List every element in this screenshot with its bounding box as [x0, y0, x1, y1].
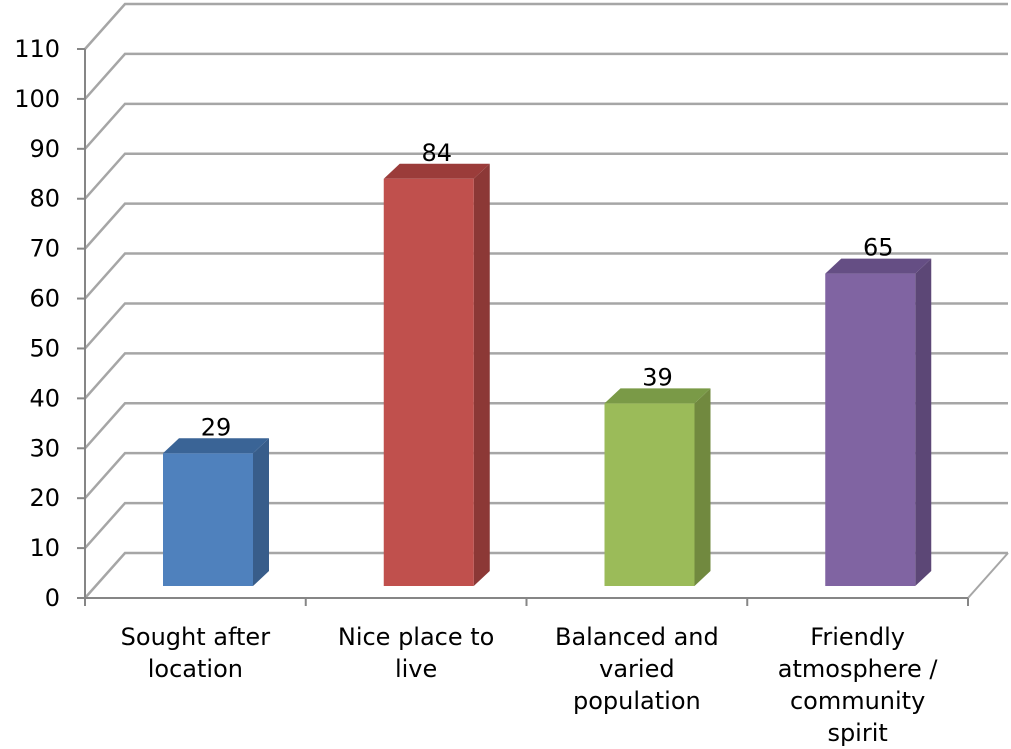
gridline [84, 2, 1008, 50]
gridline [84, 352, 1008, 400]
bar-top [825, 258, 932, 274]
data-label: 65 [863, 234, 894, 262]
gridline [84, 252, 1008, 300]
category-label: live [395, 655, 437, 683]
y-tick-label: 80 [29, 185, 60, 213]
bar [163, 438, 269, 586]
y-tick-label: 30 [29, 434, 60, 462]
gridline [84, 152, 1008, 200]
gridline [84, 402, 1008, 450]
category-label: population [573, 687, 701, 715]
floor-edge [967, 552, 1009, 599]
y-tick-label: 60 [29, 285, 60, 313]
y-tick-label: 70 [29, 235, 60, 263]
y-tick-label: 10 [29, 534, 60, 562]
x-axis-category-labels: Sought after location Nice place to live Bal… [121, 623, 939, 747]
y-tick-label: 0 [45, 584, 60, 612]
category-label: Nice place to [338, 623, 495, 651]
gridline [84, 202, 1008, 250]
bar-front [163, 453, 253, 586]
gridline [84, 451, 1008, 500]
category-label: Sought after [121, 623, 271, 651]
category-label: spirit [827, 719, 887, 747]
bar-top [383, 163, 490, 179]
data-label: 39 [642, 363, 673, 391]
bar [383, 163, 490, 586]
category-label: atmosphere / [778, 655, 939, 683]
bar-front [383, 178, 474, 586]
gridline [84, 302, 1008, 350]
category-label: Balanced and [555, 623, 719, 651]
axes [77, 48, 969, 606]
bar-front [604, 403, 695, 586]
gridline [84, 501, 1008, 549]
y-tick-label: 50 [29, 334, 60, 362]
bar [825, 258, 932, 586]
bar [604, 388, 711, 586]
bar-side [915, 258, 932, 586]
category-label: varied [599, 655, 674, 683]
bar-front [825, 273, 916, 586]
y-tick-label: 40 [29, 384, 60, 412]
bar-side [473, 163, 490, 586]
data-label: 84 [421, 139, 452, 167]
y-axis-tick-labels: 0 10 20 30 40 50 60 70 80 90 100 110 [14, 35, 60, 612]
bar-top [604, 388, 711, 404]
data-label: 29 [201, 413, 232, 441]
y-tick-label: 90 [29, 135, 60, 163]
y-tick-label: 100 [14, 85, 60, 113]
bars [163, 163, 932, 586]
gridline [84, 52, 1008, 100]
y-tick-label: 110 [14, 35, 60, 63]
bar-top [163, 438, 269, 454]
category-label: location [148, 655, 243, 683]
bar-side [694, 388, 711, 586]
data-labels: 29 84 39 65 [201, 139, 894, 442]
gridlines [84, 2, 1009, 599]
y-tick-label: 20 [29, 484, 60, 512]
category-label: Friendly [810, 623, 905, 651]
bar-side [253, 438, 269, 586]
gridline [84, 551, 1008, 599]
category-label: community [790, 687, 925, 715]
gridline [84, 102, 1008, 150]
